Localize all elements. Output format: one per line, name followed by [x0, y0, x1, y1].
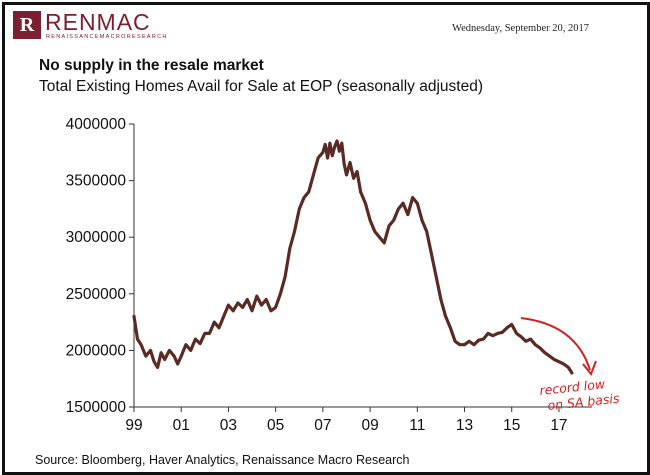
y-tick-label: 3000000 [66, 229, 127, 246]
annotation-group: record low on SA basis [520, 317, 620, 413]
x-tick-label: 09 [361, 417, 378, 434]
chart-source: Source: Bloomberg, Haver Analytics, Rena… [35, 453, 410, 467]
y-tick-label: 1500000 [66, 399, 127, 416]
x-tick-label: 11 [409, 417, 425, 434]
y-tick-label: 3500000 [66, 173, 127, 190]
series-line [132, 139, 574, 375]
x-tick-label: 15 [503, 417, 520, 434]
chart-axes [133, 124, 592, 408]
x-tick-label: 13 [456, 417, 473, 434]
x-tick-label: 01 [173, 417, 190, 434]
x-tick-label: 07 [314, 417, 331, 434]
y-tick-label: 2500000 [66, 286, 127, 303]
report-date: Wednesday, September 20, 2017 [452, 23, 589, 34]
chart-title: No supply in the resale market [39, 57, 264, 74]
x-tick-label: 99 [125, 417, 142, 434]
x-tick-label: 17 [550, 417, 567, 434]
renmac-logo-icon: R [13, 11, 41, 39]
y-tick-label: 4000000 [66, 116, 127, 133]
annotation-arrow [520, 317, 591, 371]
y-tick-label: 2000000 [66, 342, 127, 359]
annotation-arrowhead-icon [582, 360, 597, 376]
annotation-line-1: record low [539, 376, 607, 398]
x-axis-ticks: 99 01 03 05 07 09 11 13 15 17 [125, 407, 568, 434]
series-group [132, 139, 574, 375]
x-tick-label: 05 [267, 417, 284, 434]
x-tick-label: 03 [220, 417, 237, 434]
chart-subtitle: Total Existing Homes Avail for Sale at E… [39, 78, 483, 95]
logo-wordmark: RENMAC [45, 9, 151, 35]
logo-tagline: RENAISSANCEMACRORESEARCH [46, 34, 168, 40]
y-axis-ticks: 1500000 2000000 2500000 3000000 3500000 40000… [66, 116, 134, 416]
